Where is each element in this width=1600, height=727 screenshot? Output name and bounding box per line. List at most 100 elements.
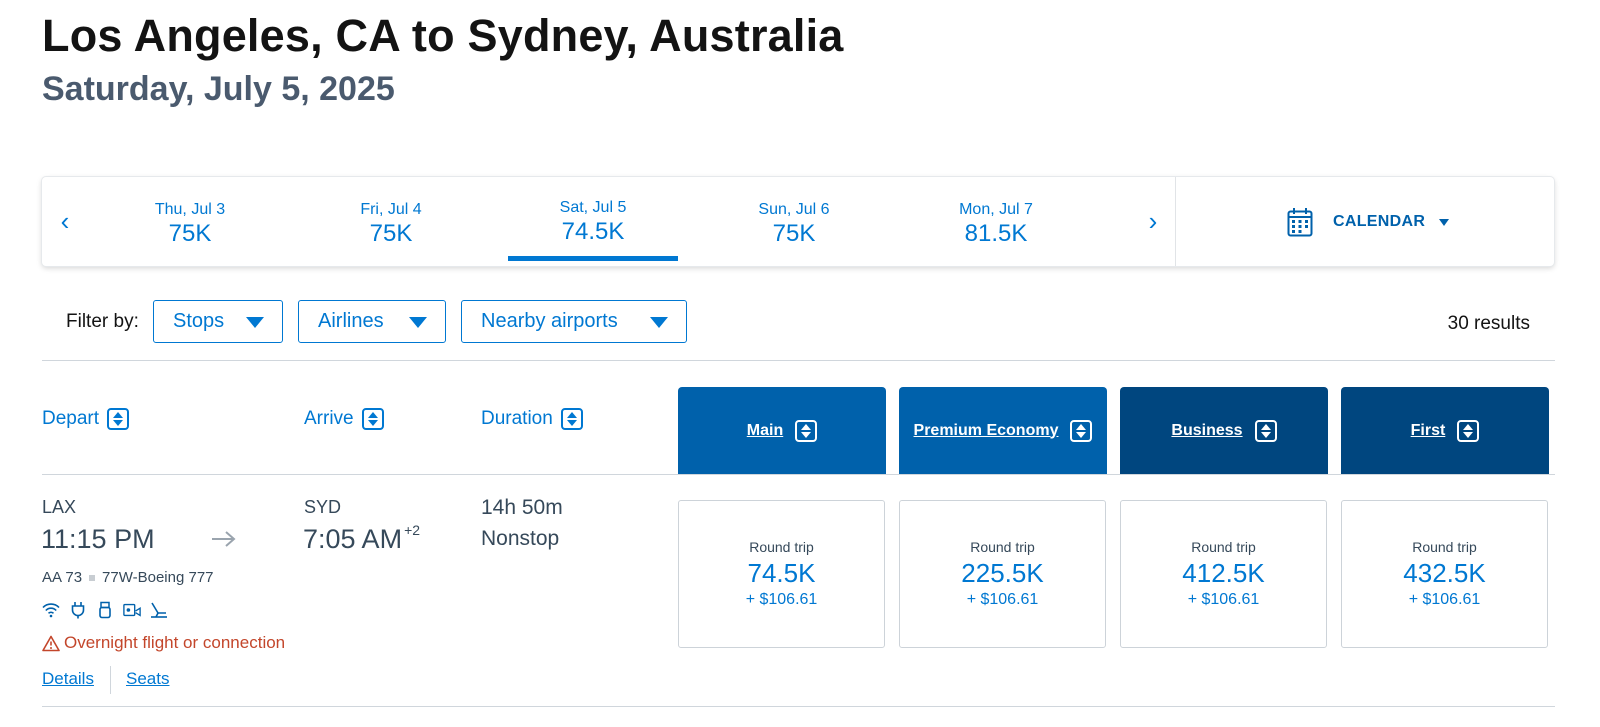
date-tab-label: Fri, Jul 4 <box>360 201 422 218</box>
day-offset: +2 <box>404 522 421 538</box>
calendar-button[interactable]: CALENDAR <box>1287 207 1450 237</box>
airlines-filter-label: Airlines <box>318 310 384 332</box>
fare-trip-type: Round trip <box>970 539 1035 555</box>
entertainment-icon <box>123 601 141 619</box>
date-tab-price: 75K <box>369 220 413 247</box>
selected-date-indicator <box>508 256 678 261</box>
cabin-header-business[interactable]: Business <box>1120 387 1328 474</box>
date-tab-price: 75K <box>772 220 816 247</box>
sort-icon <box>560 408 583 430</box>
seats-link[interactable]: Seats <box>126 669 170 688</box>
lie-flat-seat-icon <box>150 601 168 619</box>
stops-filter-dropdown[interactable]: Stops <box>153 300 283 343</box>
fare-taxes: + $106.61 <box>1187 591 1260 608</box>
caret-down-icon <box>650 317 668 328</box>
sort-icon <box>1457 419 1480 442</box>
usb-icon <box>96 601 114 619</box>
destination-airport-code: SYD <box>304 497 342 517</box>
divider <box>1175 177 1176 266</box>
sort-depart-header[interactable]: Depart <box>42 408 130 430</box>
fare-card-business[interactable]: Round trip 412.5K + $106.61 <box>1120 500 1327 648</box>
flight-number: AA 73 <box>42 569 83 586</box>
fare-trip-type: Round trip <box>1412 539 1477 555</box>
fare-miles: 225.5K <box>961 558 1044 588</box>
date-tab-label: Mon, Jul 7 <box>959 201 1033 218</box>
date-selector-bar: ‹ Thu, Jul 3 75K Fri, Jul 4 75K Sat, Jul… <box>42 177 1554 266</box>
airlines-filter-dropdown[interactable]: Airlines <box>298 300 446 343</box>
sort-duration-header[interactable]: Duration <box>481 408 583 430</box>
flight-duration: 14h 50m <box>481 496 563 519</box>
date-tab-price: 74.5K <box>561 218 625 245</box>
cabin-header-main[interactable]: Main <box>678 387 886 474</box>
origin-airport-code: LAX <box>42 497 77 517</box>
sort-icon <box>1070 419 1093 442</box>
date-tab-mon-jul-7[interactable]: Mon, Jul 7 81.5K <box>911 177 1081 266</box>
depart-header-label: Depart <box>42 408 100 429</box>
depart-time: 11:15 PM <box>41 524 155 554</box>
fare-card-main[interactable]: Round trip 74.5K + $106.61 <box>678 500 885 648</box>
nearby-airports-filter-label: Nearby airports <box>481 310 618 332</box>
sort-icon <box>1254 419 1277 442</box>
fare-miles: 432.5K <box>1403 558 1486 588</box>
caret-down-icon <box>246 317 264 328</box>
arrive-time-value: 7:05 AM <box>303 524 403 554</box>
arrive-time: 7:05 AM +2 <box>303 522 421 555</box>
date-tab-label: Sat, Jul 5 <box>559 199 627 216</box>
arrow-right-icon <box>212 531 236 547</box>
cabin-header-premium-economy[interactable]: Premium Economy <box>899 387 1107 474</box>
sort-icon <box>361 408 384 430</box>
date-tab-label: Sun, Jul 6 <box>758 201 830 218</box>
cabin-header-label: Main <box>746 421 784 439</box>
warning-icon <box>42 635 60 651</box>
nearby-airports-filter-dropdown[interactable]: Nearby airports <box>461 300 687 343</box>
caret-down-icon <box>409 317 427 328</box>
calendar-button-label: CALENDAR <box>1333 213 1426 230</box>
fare-trip-type: Round trip <box>1191 539 1256 555</box>
date-tab-label: Thu, Jul 3 <box>154 201 226 218</box>
date-tab-price: 75K <box>168 220 212 247</box>
chevron-right-icon[interactable]: › <box>1148 206 1158 236</box>
date-tab-price: 81.5K <box>964 220 1028 247</box>
calendar-icon <box>1287 208 1313 237</box>
page-subtitle-date: Saturday, July 5, 2025 <box>42 70 395 108</box>
divider <box>42 706 1555 707</box>
fare-miles: 412.5K <box>1182 558 1265 588</box>
cabin-header-label: First <box>1410 421 1446 439</box>
flight-stops: Nonstop <box>481 527 560 550</box>
divider <box>110 666 111 694</box>
wifi-icon <box>42 601 60 619</box>
date-tab-sun-jul-6[interactable]: Sun, Jul 6 75K <box>709 177 879 266</box>
aircraft-type: 77W-Boeing 777 <box>102 569 214 586</box>
fare-taxes: + $106.61 <box>1408 591 1481 608</box>
flight-meta: AA 73 77W-Boeing 777 <box>42 569 214 586</box>
date-tab-sat-jul-5-selected[interactable]: Sat, Jul 5 74.5K <box>508 177 678 266</box>
fare-taxes: + $106.61 <box>966 591 1039 608</box>
overnight-warning-text: Overnight flight or connection <box>64 633 286 652</box>
sort-icon <box>107 408 130 430</box>
divider <box>42 474 1555 475</box>
caret-down-icon <box>1439 218 1450 226</box>
chevron-left-icon[interactable]: ‹ <box>60 206 70 236</box>
details-link[interactable]: Details <box>42 669 94 688</box>
separator-dot <box>89 574 96 581</box>
amenities-list <box>42 601 168 619</box>
arrive-header-label: Arrive <box>304 408 354 429</box>
fare-card-premium-economy[interactable]: Round trip 225.5K + $106.61 <box>899 500 1106 648</box>
date-tab-fri-jul-4[interactable]: Fri, Jul 4 75K <box>306 177 476 266</box>
results-count: 30 results <box>1447 313 1530 334</box>
fare-taxes: + $106.61 <box>745 591 818 608</box>
sort-arrive-header[interactable]: Arrive <box>304 408 384 430</box>
filter-label: Filter by: <box>66 311 139 332</box>
fare-card-first[interactable]: Round trip 432.5K + $106.61 <box>1341 500 1548 648</box>
duration-header-label: Duration <box>481 408 553 429</box>
cabin-header-first[interactable]: First <box>1341 387 1549 474</box>
date-tab-thu-jul-3[interactable]: Thu, Jul 3 75K <box>105 177 275 266</box>
sort-icon <box>795 419 818 442</box>
power-outlet-icon <box>69 601 87 619</box>
divider <box>42 360 1555 361</box>
overnight-warning: Overnight flight or connection <box>42 633 285 653</box>
cabin-header-label: Business <box>1171 421 1243 439</box>
fare-miles: 74.5K <box>747 558 816 588</box>
fare-trip-type: Round trip <box>749 539 814 555</box>
cabin-header-label: Premium Economy <box>913 421 1059 439</box>
